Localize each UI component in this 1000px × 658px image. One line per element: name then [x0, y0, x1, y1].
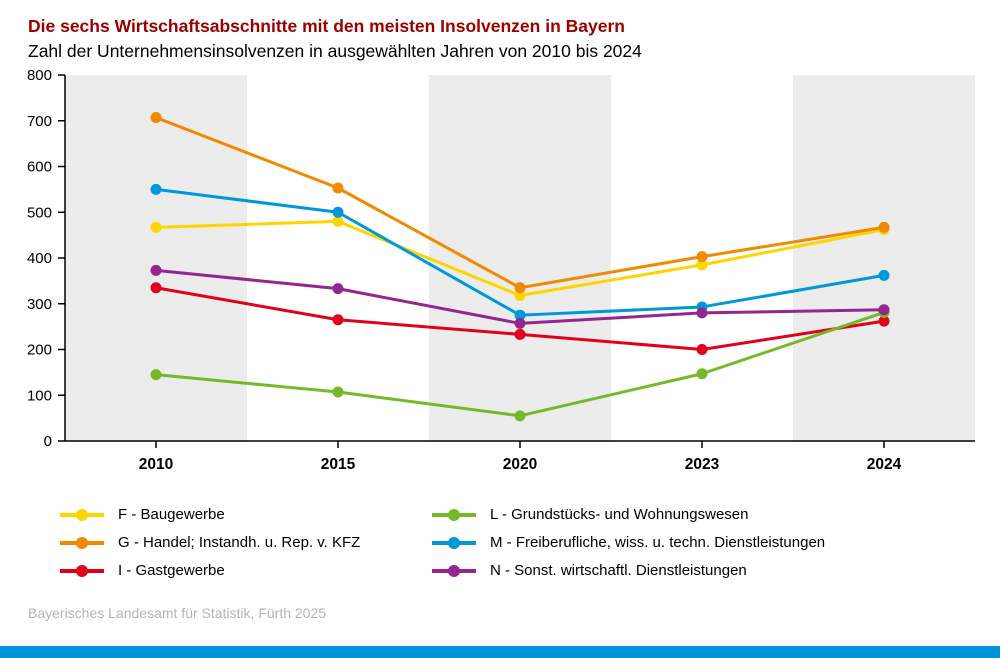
x-axis-tick-label: 2020: [503, 456, 537, 473]
legend-item: F - Baugewerbe: [60, 506, 432, 523]
chart-header: Die sechs Wirtschaftsabschnitte mit den …: [0, 0, 1000, 63]
background-band: [793, 74, 975, 441]
legend-line-marker-icon: [60, 564, 104, 577]
legend-item: I - Gastgewerbe: [60, 562, 432, 579]
y-axis-tick-label: 100: [27, 387, 52, 404]
x-axis-tick-label: 2010: [139, 456, 173, 473]
series-g: [150, 111, 890, 293]
y-axis-tick-label: 600: [27, 158, 52, 175]
series-n: [150, 264, 890, 329]
chart-title: Die sechs Wirtschaftsabschnitte mit den …: [28, 16, 625, 36]
source-note: Bayerisches Landesamt für Statistik, Für…: [28, 604, 327, 621]
chart-subtitle: Zahl der Unternehmensinsolvenzen in ausg…: [28, 40, 642, 61]
legend-label: I - Gastgewerbe: [118, 562, 225, 580]
legend-label: M - Freiberufliche, wiss. u. techn. Dien…: [490, 534, 826, 552]
footer-accent-bar: [0, 646, 1000, 658]
y-axis-tick-label: 0: [44, 433, 52, 450]
legend-label: N - Sonst. wirtschaftl. Dienstleistungen: [490, 562, 747, 580]
legend-line-marker-icon: [60, 536, 104, 549]
y-axis-tick-label: 300: [27, 295, 52, 312]
x-axis-tick-label: 2023: [685, 456, 720, 473]
legend-label: F - Baugewerbe: [118, 506, 225, 524]
y-axis-tick-label: 800: [27, 67, 52, 84]
legend-line-marker-icon: [432, 508, 476, 521]
legend-label: L - Grundstücks- und Wohnungswesen: [490, 506, 749, 524]
legend-item: M - Freiberufliche, wiss. u. techn. Dien…: [432, 534, 1000, 551]
x-axis-tick-label: 2015: [321, 456, 356, 473]
legend-item: N - Sonst. wirtschaftl. Dienstleistungen: [432, 562, 1000, 579]
legend-item: G - Handel; Instandh. u. Rep. v. KFZ: [60, 534, 432, 551]
series-m: [150, 183, 890, 321]
legend-line-marker-icon: [60, 508, 104, 521]
legend-line-marker-icon: [432, 536, 476, 549]
x-axis-tick-label: 2024: [867, 456, 902, 473]
background-band: [429, 74, 611, 441]
chart-legend: F - Baugewerbe G - Handel; Instandh. u. R…: [60, 501, 1000, 585]
background-band: [65, 74, 247, 441]
y-axis-tick-label: 700: [27, 112, 52, 129]
line-chart: 0 100 200 300 400 500 600 700 800 2010 2015 2020 202…: [27, 67, 975, 473]
legend-line-marker-icon: [432, 564, 476, 577]
legend-item: L - Grundstücks- und Wohnungswesen: [432, 506, 1000, 523]
y-axis-tick-label: 500: [27, 204, 52, 221]
series-i: [150, 281, 890, 355]
axes: 0 100 200 300 400 500 600 700 800 2010 2015 2020 202…: [27, 67, 975, 473]
y-axis-tick-label: 400: [27, 250, 52, 267]
legend-label: G - Handel; Instandh. u. Rep. v. KFZ: [118, 534, 361, 552]
y-axis-tick-label: 200: [27, 341, 52, 358]
